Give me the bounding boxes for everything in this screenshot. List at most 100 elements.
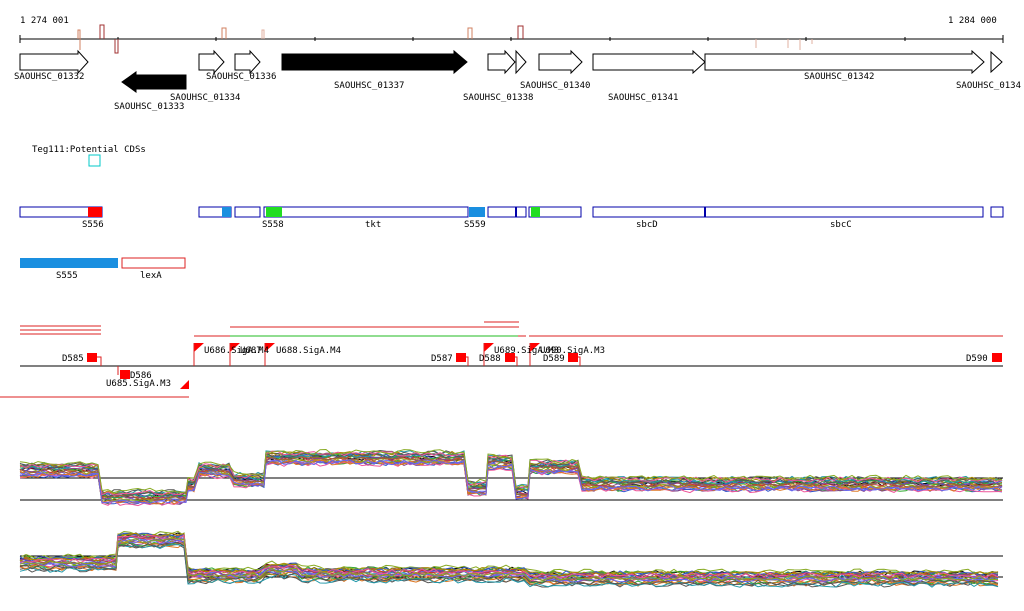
feature-label: S559: [464, 220, 486, 230]
profile-line: [19, 530, 999, 575]
gene-arrow[interactable]: [281, 49, 468, 75]
profile-line: [19, 539, 999, 583]
start-flag[interactable]: [230, 343, 240, 352]
feature-blue-block[interactable]: [222, 207, 231, 217]
feature-box[interactable]: [487, 206, 527, 218]
peak-mark: [77, 29, 81, 50]
profile-line: [19, 544, 999, 588]
potential-cds-box[interactable]: [88, 154, 101, 167]
gene-arrow[interactable]: [704, 49, 985, 75]
gene-arrow[interactable]: [990, 50, 1003, 74]
connector: [578, 356, 581, 366]
gene-arrow[interactable]: [234, 49, 261, 75]
gene-label: SAOUHSC_01340: [520, 81, 590, 91]
connector: [466, 356, 469, 366]
segment-connectors: [97, 343, 581, 375]
gene-label: SAOUHSC_01338: [463, 93, 533, 103]
gene-label: SAOUHSC_01333: [114, 102, 184, 112]
segment-label: U686.SigA.M4: [204, 346, 269, 356]
segment-block[interactable]: [87, 353, 97, 362]
gene-arrow[interactable]: [515, 49, 527, 75]
feature-label: tkt: [365, 220, 381, 230]
gene-label: SAOUHSC_01332: [14, 72, 84, 82]
profile-line: [19, 537, 998, 582]
gene-label: SAOUHSC_01341: [608, 93, 678, 103]
peak-mark: [517, 25, 524, 39]
profile-line: [19, 541, 999, 586]
segment-label: D586: [130, 371, 152, 381]
segment-label: U689.SigA.M3: [494, 346, 559, 356]
feature-box[interactable]: [990, 206, 1004, 218]
track-title: Teg111:Potential CDSs: [32, 145, 146, 155]
segment-block[interactable]: [120, 370, 130, 379]
feature-label: S555: [56, 271, 78, 281]
feature-track-2: S555 lexA: [20, 257, 186, 281]
segment-label: U687: [240, 346, 262, 356]
gene-label: SAOUHSC_01337: [334, 81, 404, 91]
segment-block[interactable]: [568, 353, 578, 362]
start-flag[interactable]: [265, 343, 275, 352]
feature-box[interactable]: [263, 206, 469, 218]
end-flag[interactable]: [180, 380, 189, 389]
feature-box[interactable]: [528, 206, 582, 218]
segment-block[interactable]: [456, 353, 466, 362]
gene-label: SAOUHSC_01342: [804, 72, 874, 82]
ruler-ticks: [19, 35, 1004, 43]
feature-label: sbcC: [830, 220, 852, 230]
segment-label: U690.SigA.M3: [540, 346, 605, 356]
feature-label: sbcD: [636, 220, 658, 230]
segment-block[interactable]: [505, 353, 515, 362]
segment-label: D585: [62, 354, 84, 364]
feature-s556[interactable]: [88, 207, 102, 217]
gene-arrow[interactable]: [538, 49, 583, 75]
feature-box[interactable]: [592, 206, 984, 218]
region-lines: [0, 321, 1003, 398]
gene-track: SAOUHSC_01332 SAOUHSC_01333 SAOUHSC_0133…: [14, 49, 1021, 112]
gene-arrow[interactable]: [487, 49, 516, 75]
segment-label: D588: [479, 354, 501, 364]
peak-mark: [99, 24, 105, 39]
profile-lines: [19, 530, 999, 588]
gene-label: SAOUHSC_01334: [170, 93, 240, 103]
ruler-end-label: 1 284 000: [948, 16, 997, 26]
gene-arrow[interactable]: [19, 49, 89, 75]
segment-marks: [87, 343, 1002, 389]
peak-mark: [261, 29, 265, 39]
peak-mark: [467, 27, 473, 39]
segment-label: D590: [966, 354, 988, 364]
segment-block[interactable]: [992, 353, 1002, 362]
profile-line: [19, 455, 1003, 501]
gene-arrow[interactable]: [198, 49, 225, 75]
feature-green-block[interactable]: [531, 207, 540, 217]
gene-label: SAOUHSC_01336: [206, 72, 276, 82]
feature-label: lexA: [140, 271, 162, 281]
feature-s555[interactable]: [20, 258, 118, 268]
feature-s558[interactable]: [266, 207, 282, 217]
start-flag[interactable]: [194, 343, 204, 352]
segment-label: D589: [543, 354, 565, 364]
gene-label: SAOUHSC_0134: [956, 81, 1021, 91]
peak-mark: [114, 39, 119, 54]
coordinate-ruler: 1 274 001 1 284 000: [19, 16, 1004, 54]
segmentation-track: D585 D586 U685.SigA.M3 U686.SigA.M4 U687…: [0, 321, 1003, 398]
feature-track: S556 S558 tkt S559 sbcD sbcC: [19, 206, 1004, 230]
expression-track-reverse: [19, 530, 1003, 588]
segment-label: U688.SigA.M4: [276, 346, 341, 356]
connector: [515, 356, 518, 366]
gene-arrow[interactable]: [121, 71, 187, 93]
connector: [97, 356, 102, 366]
segment-label: U685.SigA.M3: [106, 379, 171, 389]
segment-label: D587: [431, 354, 453, 364]
start-flag[interactable]: [484, 343, 494, 352]
gene-arrow[interactable]: [592, 49, 706, 75]
potential-cds-track: Teg111:Potential CDSs: [32, 145, 146, 167]
start-flag[interactable]: [530, 343, 540, 352]
expression-track-forward: [19, 448, 1003, 507]
peak-mark: [221, 27, 227, 39]
feature-box[interactable]: [234, 206, 261, 218]
feature-s559[interactable]: [469, 207, 485, 217]
feature-label: S556: [82, 220, 104, 230]
feature-label: S558: [262, 220, 284, 230]
feature-lexa[interactable]: [121, 257, 186, 269]
